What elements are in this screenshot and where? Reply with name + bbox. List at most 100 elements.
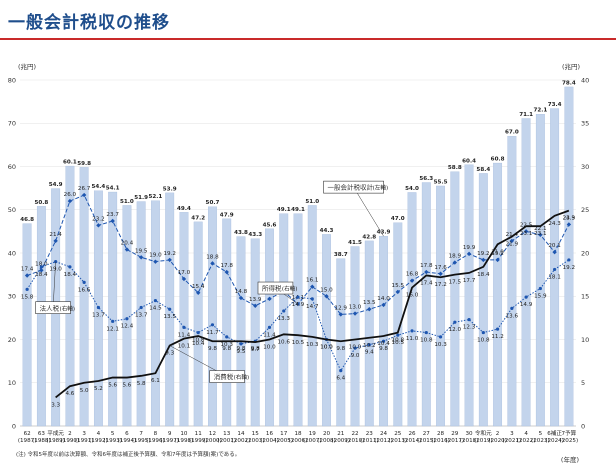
series-value-label: 19.9 (463, 245, 476, 251)
bar (350, 246, 360, 427)
series-value-label: 14.0 (377, 296, 390, 302)
x-tick-year: (2004) (260, 438, 279, 444)
series-value-label: 9.8 (208, 346, 217, 352)
series-value-label: 17.2 (434, 282, 446, 288)
x-tick-year: (2022) (517, 438, 536, 444)
x-tick-era: 15 (252, 431, 260, 437)
data-point-marker (538, 286, 542, 291)
x-tick-year: (2006) (289, 438, 308, 444)
left-axis-tick: 80 (8, 76, 16, 84)
bar (22, 223, 32, 427)
data-point-marker (495, 257, 500, 263)
bar-value-label: 60.4 (462, 158, 476, 164)
series-value-label: 19.0 (49, 267, 62, 273)
x-tick-year: (2013) (388, 438, 407, 444)
series-value-label: 15.4 (192, 284, 205, 290)
data-point-marker (353, 346, 357, 350)
data-point-marker (24, 273, 30, 278)
bar-value-label: 53.9 (163, 186, 177, 192)
series-value-label: 13.5 (163, 314, 176, 320)
x-tick-year: (1998) (175, 438, 194, 444)
x-tick-year: (2018) (460, 438, 479, 444)
data-point-marker (310, 284, 315, 289)
x-tick-era: 令和元 (475, 429, 492, 437)
series-value-label: 5.6 (122, 383, 131, 389)
bar-value-label: 45.6 (263, 222, 277, 228)
x-tick-year: (2008) (317, 438, 336, 444)
x-tick-era: 7 (139, 431, 143, 437)
data-point-marker (68, 265, 72, 269)
series-value-label: 12.4 (121, 324, 134, 330)
series-value-label: 10.8 (192, 338, 205, 344)
bar (478, 173, 488, 427)
series-value-label: 13.7 (92, 312, 105, 318)
data-point-marker (54, 260, 58, 264)
x-tick-year: (2025) (560, 438, 579, 444)
series-value-label: 9.8 (336, 346, 345, 352)
data-point-marker (424, 330, 428, 335)
x-tick-year: (1997) (160, 438, 179, 444)
x-tick-era: 25 (394, 431, 402, 437)
bar-value-label: 54.9 (49, 182, 63, 188)
bar-value-label: 78.4 (562, 80, 576, 86)
x-tick-era: 平成元 (47, 429, 64, 437)
right-axis-tick: 10 (581, 336, 589, 344)
x-tick-year: (2020) (488, 438, 507, 444)
series-value-label: 19.2 (491, 251, 503, 257)
data-point-marker (238, 295, 244, 301)
bar-value-label: 41.5 (348, 240, 362, 246)
x-tick-year: (2010) (346, 438, 365, 444)
x-tick-era: 20 (323, 431, 331, 437)
series-value-label: 21.9 (506, 242, 519, 248)
x-tick-era: 10 (180, 431, 188, 437)
x-tick-year: (2002) (232, 438, 251, 444)
series-value-label: 18.0 (35, 261, 48, 267)
series-value-label: 17.8 (220, 263, 233, 269)
bar-value-label: 54.4 (92, 184, 106, 190)
right-axis-tick: 20 (581, 249, 589, 257)
bar (407, 192, 417, 427)
data-point-marker (210, 323, 215, 327)
series-value-label: 24.3 (548, 221, 561, 227)
data-point-marker (352, 311, 358, 316)
callout-label: 一般会計税収計 (328, 183, 374, 192)
x-tick-year: (2003) (246, 438, 265, 444)
x-tick-era: 3 (82, 431, 86, 437)
left-axis-tick: 60 (8, 163, 16, 171)
x-tick-era: 13 (223, 431, 231, 437)
bar (436, 185, 445, 427)
data-point-marker (196, 290, 201, 295)
bar (279, 213, 289, 427)
series-value-label: 11.4 (263, 332, 276, 338)
series-value-label: 18.9 (449, 254, 462, 260)
x-tick-era: 14 (237, 431, 245, 437)
series-value-label: 24.9 (563, 216, 576, 222)
right-axis-tick: 15 (581, 293, 589, 301)
data-point-marker (296, 295, 300, 299)
data-point-marker (168, 307, 172, 311)
series-value-label: 10.5 (292, 340, 305, 346)
data-point-marker (110, 218, 115, 224)
data-point-marker (67, 198, 73, 204)
series-value-label: 10.0 (320, 345, 333, 351)
bar-value-label: 49.1 (277, 207, 291, 213)
series-value-label: 18.8 (206, 254, 219, 260)
data-point-marker (567, 258, 571, 262)
x-tick-era: 6補正 (547, 429, 562, 437)
footnote: (注) 令和5年度以前は決算額、令和6年度は補正後予算額、令和7年度は予算額(案… (16, 450, 240, 458)
x-tick-year: (2012) (374, 438, 393, 444)
bar (250, 238, 260, 427)
series-value-label: 10.1 (178, 344, 191, 350)
series-value-label: 9.5 (237, 349, 246, 355)
series-value-label: 22.1 (534, 226, 547, 232)
bar (322, 234, 331, 427)
callout-axis-note: (左軸) (373, 184, 389, 192)
x-tick-era: 21 (337, 431, 345, 437)
data-point-marker (409, 278, 415, 283)
callout-leader (52, 261, 56, 308)
callout-axis-note: (右軸) (282, 285, 298, 293)
series-value-label: 18.4 (64, 272, 77, 278)
left-axis-tick: 10 (8, 379, 16, 387)
series-value-label: 12.9 (335, 305, 348, 311)
x-tick-era: 2 (496, 431, 500, 437)
